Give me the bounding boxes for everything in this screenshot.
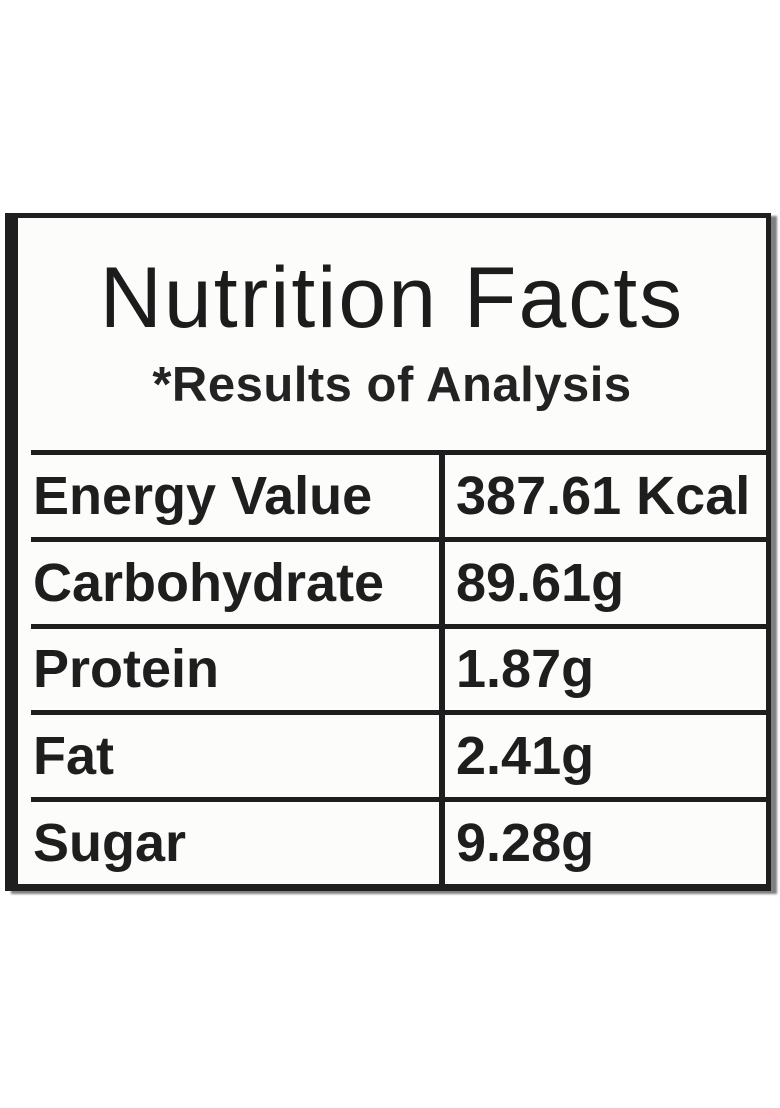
nutrition-facts-label: Nutrition Facts *Results of Analysis Ene… [5,213,771,891]
table-row-fat: Fat 2.41g [31,710,766,798]
nutrient-name: Fat [33,726,114,787]
nutrient-name: Carbohydrate [33,552,385,613]
nutrient-name: Protein [33,639,220,700]
nutrient-value: 1.87g [439,628,766,711]
label-header: Nutrition Facts *Results of Analysis [18,218,766,450]
nutrient-value: 9.28g [439,802,766,884]
label-subtitle: *Results of Analysis [152,358,632,412]
nutrient-table: Energy Value 387.61 Kcal Carbohydrate 89… [31,450,766,884]
nutrient-value: 2.41g [439,715,766,798]
table-row-carbohydrate: Carbohydrate 89.61g [31,536,766,624]
table-row-sugar: Sugar 9.28g [31,797,766,884]
nutrient-name: Energy Value [33,465,373,526]
label-title: Nutrition Facts [99,250,685,346]
nutrient-name: Sugar [33,813,187,874]
nutrient-value: 89.61g [439,541,766,624]
table-row-protein: Protein 1.87g [31,623,766,711]
table-row-energy: Energy Value 387.61 Kcal [31,450,766,537]
nutrient-value: 387.61 Kcal [439,455,766,537]
